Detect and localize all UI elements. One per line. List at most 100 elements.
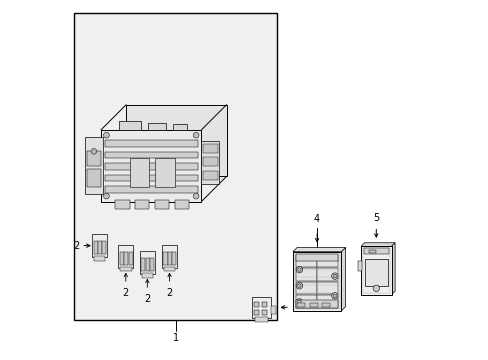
Bar — [364, 259, 387, 286]
Bar — [101, 130, 201, 202]
Bar — [141, 258, 145, 271]
Bar — [360, 246, 391, 295]
Bar — [271, 306, 275, 315]
Circle shape — [296, 299, 302, 305]
Bar — [362, 248, 389, 293]
Bar — [162, 244, 177, 268]
Text: 2: 2 — [144, 294, 150, 304]
Bar — [295, 255, 316, 267]
Circle shape — [372, 285, 379, 292]
Bar — [254, 302, 259, 307]
Circle shape — [193, 132, 199, 138]
Circle shape — [332, 294, 336, 298]
Circle shape — [297, 300, 301, 304]
Bar — [262, 310, 266, 315]
Bar — [92, 234, 107, 257]
Bar — [86, 169, 101, 187]
Bar — [203, 144, 217, 153]
Bar — [174, 200, 188, 209]
Text: 1: 1 — [173, 333, 179, 343]
Bar — [118, 244, 133, 268]
Bar — [74, 13, 276, 320]
Bar — [104, 152, 198, 158]
Text: 2: 2 — [122, 288, 129, 298]
Bar — [135, 200, 149, 209]
Bar — [163, 267, 175, 271]
Bar — [317, 268, 338, 281]
Bar — [86, 151, 101, 166]
Bar — [104, 140, 198, 147]
Bar — [85, 137, 102, 194]
Bar — [93, 242, 98, 254]
Circle shape — [297, 268, 301, 271]
Circle shape — [296, 283, 302, 289]
Circle shape — [331, 273, 337, 279]
Polygon shape — [341, 247, 345, 311]
Bar — [115, 200, 129, 209]
Bar — [363, 248, 388, 254]
Bar — [102, 242, 106, 254]
Bar — [317, 282, 338, 294]
Text: 3: 3 — [291, 302, 297, 312]
Bar — [203, 171, 217, 180]
Text: 5: 5 — [372, 213, 379, 223]
Circle shape — [296, 266, 302, 273]
Bar — [322, 303, 329, 307]
Bar — [140, 251, 155, 274]
Circle shape — [332, 274, 336, 278]
Bar — [163, 252, 167, 265]
Bar — [167, 252, 172, 265]
Bar — [254, 310, 259, 315]
Bar — [172, 125, 187, 130]
Circle shape — [91, 148, 97, 154]
Circle shape — [103, 132, 109, 138]
Circle shape — [331, 293, 337, 299]
Bar — [309, 303, 317, 307]
Bar — [292, 252, 341, 311]
Bar — [104, 163, 198, 170]
Polygon shape — [360, 243, 394, 246]
Bar — [357, 261, 361, 271]
Bar — [295, 282, 316, 294]
Bar — [262, 302, 266, 307]
Bar — [119, 121, 140, 130]
Bar — [297, 303, 305, 307]
Bar — [295, 300, 338, 308]
Bar — [203, 157, 217, 166]
Bar — [295, 295, 316, 308]
Bar — [295, 268, 316, 281]
Bar — [150, 258, 154, 271]
Bar — [145, 258, 149, 271]
Bar — [129, 158, 149, 187]
Circle shape — [103, 193, 109, 199]
Bar — [155, 158, 174, 187]
Bar — [368, 250, 375, 253]
Bar — [94, 256, 105, 261]
Bar — [120, 267, 131, 271]
Text: 4: 4 — [313, 214, 320, 224]
Bar — [201, 140, 219, 184]
Bar — [155, 200, 169, 209]
Bar — [120, 252, 123, 265]
Text: 2: 2 — [73, 240, 80, 251]
Text: 2: 2 — [166, 288, 172, 298]
Bar — [172, 252, 176, 265]
Polygon shape — [391, 243, 394, 295]
Bar — [126, 105, 226, 176]
Bar — [104, 175, 198, 181]
Polygon shape — [292, 247, 345, 252]
Bar — [98, 242, 102, 254]
Bar — [147, 123, 165, 130]
Bar — [142, 273, 153, 278]
Bar — [255, 318, 267, 322]
Circle shape — [193, 193, 199, 199]
Bar — [251, 297, 271, 318]
Bar — [294, 253, 339, 309]
Bar — [317, 295, 338, 308]
Bar — [124, 252, 128, 265]
Bar — [295, 254, 338, 261]
Bar — [104, 186, 198, 193]
Bar — [128, 252, 132, 265]
Bar — [317, 255, 338, 267]
Circle shape — [297, 284, 301, 288]
